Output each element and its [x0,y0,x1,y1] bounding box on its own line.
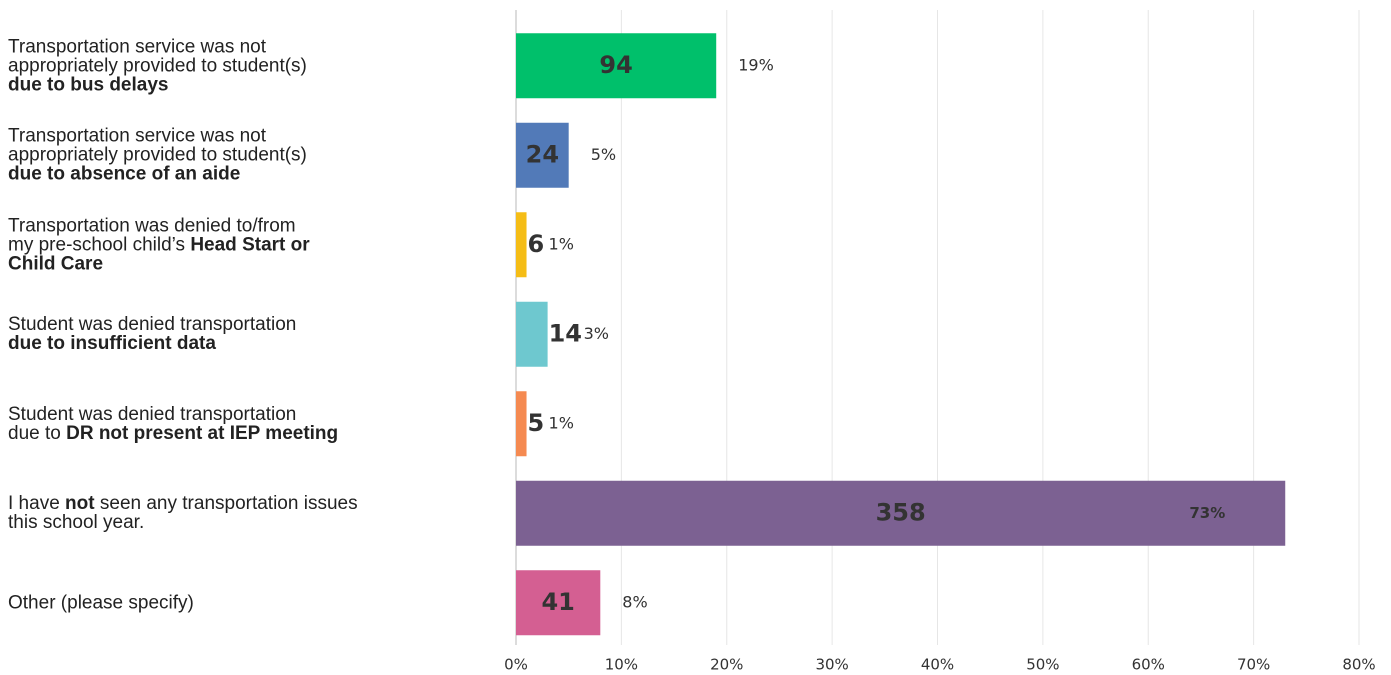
value-label: 19% [738,55,774,74]
value-label: 8% [622,592,647,611]
x-tick-label: 20% [710,656,743,674]
label-text: Student was denied transportation [8,314,297,336]
label-text: due to bus delays [8,74,169,96]
label-text: seen any transportation issues this scho… [8,493,358,534]
bar [516,212,527,278]
label-text: Other (please specify) [8,592,194,614]
category-label: Student was denied transportation due to… [8,315,513,353]
label-text: due to insufficient data [8,333,216,355]
count-label: 14 [549,319,582,347]
category-label: Other (please specify) [8,593,513,612]
x-tick-label: 0% [504,656,528,674]
x-tick-label: 30% [815,656,848,674]
label-text: Head Start or Child Care [8,234,310,275]
bar [516,33,717,99]
label-text: I have [8,493,66,515]
label-text: Student was denied transportation due to [8,403,297,444]
x-tick-label: 80% [1342,656,1375,674]
x-tick-label: 10% [605,656,638,674]
category-label: Transportation service was not appropria… [8,37,513,94]
count-label: 358 [876,498,926,526]
label-text: Transportation service was not appropria… [8,36,307,77]
value-label: 5% [591,145,616,164]
label-text: due to absence of an aide [8,163,241,185]
x-tick-label: 50% [1026,656,1059,674]
bar [516,391,527,457]
x-tick-label: 40% [921,656,954,674]
count-label: 94 [599,51,632,79]
x-tick-label: 60% [1132,656,1165,674]
value-label: 73% [1189,504,1225,522]
count-label: 5 [528,409,545,437]
label-text: Transportation service was not appropria… [8,125,307,166]
count-label: 24 [526,140,559,168]
x-tick-label: 70% [1237,656,1270,674]
category-label: Transportation was denied to/from my pre… [8,216,513,273]
category-label: Transportation service was not appropria… [8,127,513,184]
bar [516,301,548,367]
value-label: 1% [549,413,574,432]
label-text: DR not present at IEP meeting [66,422,339,444]
label-text: not [65,493,95,515]
bar [516,122,569,188]
bar [516,570,601,636]
count-label: 6 [528,230,545,258]
category-label: Student was denied transportation due to… [8,405,513,443]
value-label: 1% [549,234,574,253]
label-text: Transportation was denied to/from my pre… [8,215,296,256]
bar [516,480,1286,546]
count-label: 41 [541,588,574,616]
category-label: I have not seen any transportation issue… [8,494,513,532]
value-label: 3% [584,324,609,343]
